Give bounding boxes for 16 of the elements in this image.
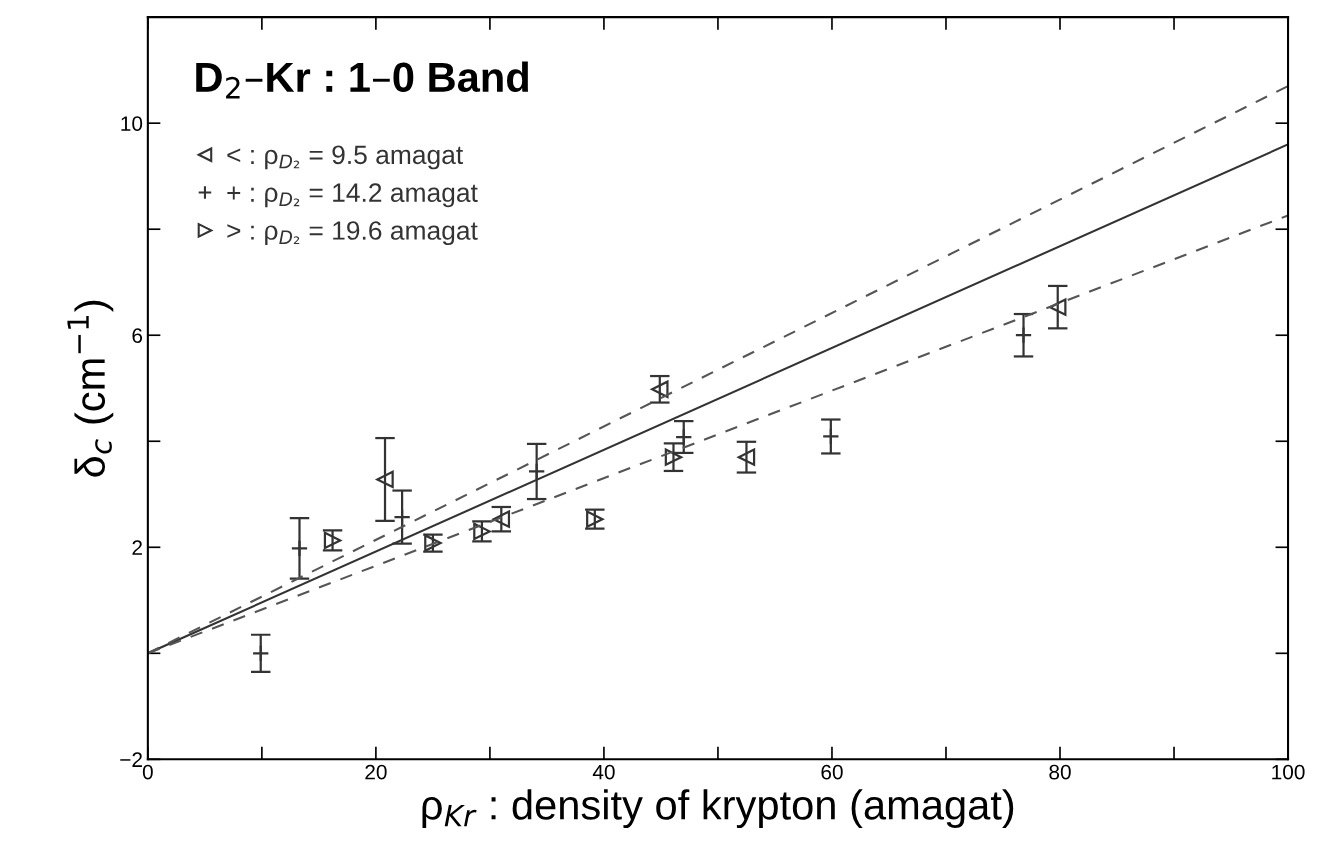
y-axis-title: δ$_{c}$ (cm$^{−1}$) — [67, 300, 114, 477]
y-tick-label: 2 — [132, 540, 142, 555]
y-tick-label: 6 — [132, 328, 143, 343]
y-tick-label: 10 — [121, 116, 143, 131]
legend-label: < : ρ$_{D₂}$ = 9.5 amagat — [227, 145, 464, 170]
legend-label: + : ρ$_{D₂}$ = 14.2 amagat — [227, 183, 478, 208]
legend-label: > : ρ$_{D₂}$ = 19.6 amagat — [227, 221, 478, 246]
x-tick-label: 0 — [142, 764, 153, 780]
y-tick-label: −2 — [120, 752, 142, 767]
x-axis-title: ρ$_{Kr}$ : density of krypton (amagat) — [422, 789, 1014, 829]
x-tick-label: 20 — [365, 764, 387, 780]
text: D$_{2}$–Kr : 1–0 Band — [196, 61, 528, 99]
x-tick-label: 60 — [821, 764, 843, 780]
x-tick-label: 100 — [1272, 764, 1305, 780]
x-tick-label: 40 — [592, 764, 615, 780]
x-tick-label: 80 — [1049, 764, 1071, 780]
